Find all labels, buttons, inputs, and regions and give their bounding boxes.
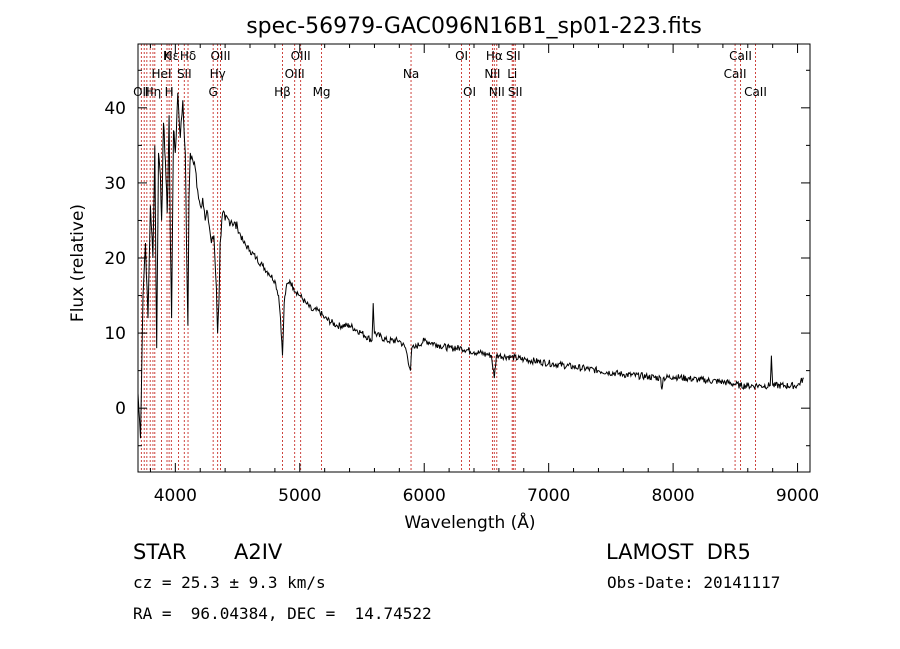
line-label: SII <box>177 67 192 81</box>
line-label: Hε <box>164 49 180 63</box>
line-label: NII <box>489 85 505 99</box>
spectrum-line <box>137 92 804 439</box>
line-label: CaII <box>724 67 747 81</box>
line-label: Hγ <box>210 67 226 81</box>
line-label: HeI <box>152 67 172 81</box>
sky-coordinates: RA = 96.04384, DEC = 14.74522 <box>133 604 432 623</box>
line-label: OII <box>133 85 150 99</box>
y-tick-label: 0 <box>115 399 126 419</box>
line-label: Na <box>403 67 419 81</box>
y-tick-label: 20 <box>104 249 126 269</box>
x-tick-label: 8000 <box>651 486 694 506</box>
x-tick-label: 6000 <box>403 486 446 506</box>
line-label: OIII <box>285 67 305 81</box>
line-label: Hβ <box>274 85 291 99</box>
y-tick-label: 10 <box>104 324 126 344</box>
line-label: CaII <box>744 85 767 99</box>
line-label: OI <box>463 85 476 99</box>
y-axis-ticks: 0 10 20 30 40 <box>104 69 810 447</box>
object-class: STAR <box>133 540 187 564</box>
line-label: OIII <box>291 49 311 63</box>
y-tick-label: 40 <box>104 99 126 119</box>
line-label: G <box>209 85 218 99</box>
line-label: NII <box>484 67 500 81</box>
chart-title: spec-56979-GAC096N16B1_sp01-223.fits <box>246 14 702 39</box>
line-label: Hη <box>145 85 162 99</box>
line-label: SII <box>508 85 523 99</box>
x-tick-label: 9000 <box>776 486 819 506</box>
line-label: Mg <box>313 85 331 99</box>
line-label: CaII <box>729 49 752 63</box>
x-tick-label: 7000 <box>527 486 570 506</box>
line-label: Hδ <box>180 49 196 63</box>
y-axis-label: Flux (relative) <box>68 204 88 322</box>
survey-release: LAMOST DR5 <box>606 540 751 564</box>
radial-velocity: cz = 25.3 ± 9.3 km/s <box>133 573 326 592</box>
emission-line-markers <box>140 44 756 472</box>
observation-date: Obs-Date: 20141117 <box>607 573 781 592</box>
x-tick-label: 4000 <box>154 486 197 506</box>
line-label: H <box>165 85 174 99</box>
x-tick-label: 5000 <box>278 486 321 506</box>
line-label: Li <box>507 67 517 81</box>
x-axis-label: Wavelength (Å) <box>404 511 535 533</box>
spectral-subclass: A2IV <box>234 540 283 564</box>
line-label: OIII <box>210 49 230 63</box>
line-label: Hα <box>486 49 503 63</box>
line-label: K <box>163 49 172 63</box>
plot-frame <box>137 43 811 473</box>
x-axis-ticks: 4000 5000 6000 7000 8000 9000 <box>149 44 819 506</box>
y-tick-label: 30 <box>104 174 126 194</box>
line-label: SII <box>506 49 521 63</box>
line-label: OI <box>455 49 468 63</box>
spectrum-series <box>137 92 804 439</box>
